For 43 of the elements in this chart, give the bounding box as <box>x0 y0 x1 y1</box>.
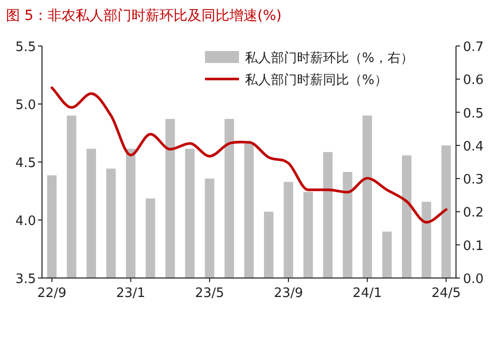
bar <box>106 168 116 278</box>
bar <box>224 118 234 278</box>
bar <box>66 116 76 278</box>
y-tick-label: 4.0 <box>15 214 36 229</box>
y2-tick-label: 0.5 <box>463 106 484 122</box>
x-tick-label: 24/5 <box>432 286 461 301</box>
bar <box>342 172 352 278</box>
legend-label: 私人部门时薪同比（%） <box>245 72 388 88</box>
y2-tick-label: 0.3 <box>463 172 484 188</box>
bar <box>362 116 372 278</box>
bar <box>165 118 175 278</box>
bar <box>204 178 214 278</box>
bar <box>264 212 274 278</box>
x-tick-label: 23/1 <box>116 286 146 301</box>
bar <box>402 155 412 278</box>
y-tick-label: 4.5 <box>15 156 36 171</box>
bar <box>185 148 195 278</box>
bar <box>382 232 392 278</box>
bar <box>303 192 313 278</box>
y-tick-label: 3.5 <box>15 272 36 287</box>
bar <box>284 182 294 278</box>
y-tick-label: 5.5 <box>15 40 36 55</box>
bar <box>244 142 254 278</box>
bar <box>422 202 432 278</box>
title: 图 5：非农私人部门时薪环比及同比增速(%) <box>6 8 282 24</box>
legend-label: 私人部门时薪环比（%，右） <box>245 50 414 66</box>
y2-tick-label: 0.2 <box>463 206 484 221</box>
bar <box>86 148 96 278</box>
x-tick-label: 22/9 <box>37 286 66 301</box>
bar <box>126 148 136 278</box>
bar <box>47 175 57 278</box>
y2-tick-label: 0.0 <box>463 272 484 287</box>
x-tick-label: 23/9 <box>274 286 304 301</box>
bar <box>441 145 451 278</box>
bar <box>146 198 156 278</box>
y2-tick-label: 0.6 <box>463 73 484 88</box>
x-tick-label: 23/5 <box>194 286 224 301</box>
y2-tick-label: 0.1 <box>463 238 484 254</box>
y2-tick-label: 0.4 <box>463 139 484 154</box>
x-tick-label: 24/1 <box>352 286 382 301</box>
y2-tick-label: 0.7 <box>463 40 484 55</box>
y-tick-label: 5.0 <box>15 98 36 113</box>
bar <box>323 152 333 278</box>
